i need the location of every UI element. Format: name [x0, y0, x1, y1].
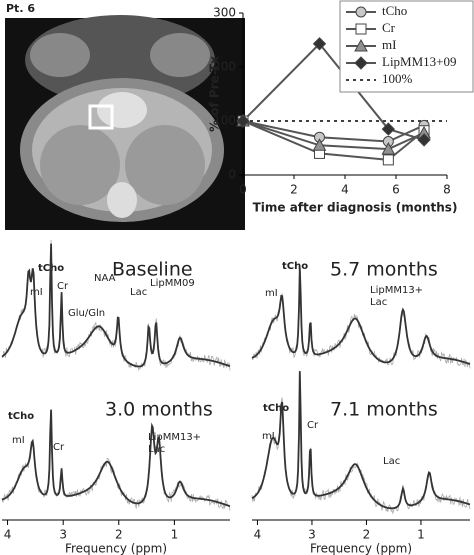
panel-label: Pt. 6 [6, 2, 35, 15]
spectrum-fit [251, 267, 471, 365]
peak-label: LipMM13+ [370, 285, 423, 296]
panel-title: Baseline [112, 259, 193, 281]
peak-label: mI [30, 287, 43, 298]
marker [312, 138, 327, 151]
x-tick-label: 4 [254, 528, 262, 542]
x-axis-label: Frequency (ppm) [310, 542, 412, 555]
panel-title: 5.7 months [330, 259, 438, 281]
legend-label: LipMM13+09 [382, 54, 457, 69]
spectrum-noise [1, 414, 231, 511]
marker [354, 38, 368, 52]
marker [236, 114, 250, 128]
x-tick-label: 2 [115, 528, 123, 542]
x-tick-label: 4 [341, 183, 349, 197]
x-tick-label: 8 [443, 183, 451, 197]
series-line [242, 120, 425, 161]
legend-label: mI [382, 37, 396, 52]
peak-label: Cr [57, 281, 69, 292]
peak-label: tCho [263, 403, 289, 414]
peak-label: Cr [307, 420, 319, 431]
spectrum-fit [1, 243, 231, 368]
peak-label: tCho [8, 411, 34, 422]
peak-label: Lac [383, 456, 400, 467]
y-tick-label: 0 [228, 168, 236, 182]
x-tick-label: 1 [171, 528, 179, 542]
peak-label: mI [12, 435, 25, 446]
x-tick-label: 3 [308, 528, 316, 542]
x-tick-label: 0 [239, 183, 247, 197]
series-line [242, 120, 425, 143]
series-line [242, 120, 425, 151]
legend-label: Cr [382, 20, 396, 35]
spectrum-fit [251, 371, 471, 510]
peak-label: Cr [53, 442, 65, 453]
marker [355, 6, 367, 18]
peak-label: LipMM09 [150, 278, 195, 289]
x-tick-label: 4 [4, 528, 12, 542]
peak-label: mI [262, 431, 275, 442]
marker [355, 23, 367, 35]
y-tick-label: 200 [213, 60, 236, 74]
peak-label: LipMM13+ [148, 432, 201, 443]
x-axis-label: Time after diagnosis (months) [253, 201, 458, 215]
marker [381, 142, 396, 155]
peak-label: Lac [370, 297, 387, 308]
x-tick-label: 6 [392, 183, 400, 197]
peak-label: Glu/Gln [68, 308, 105, 319]
marker [382, 154, 394, 166]
marker [312, 37, 327, 51]
peak-label: mI [265, 288, 278, 299]
panel-title: 3.0 months [105, 399, 213, 421]
spectrum-fit [1, 409, 231, 508]
x-tick-label: 3 [59, 528, 67, 542]
marker [417, 133, 431, 147]
peak-label: NAA [94, 273, 116, 284]
y-axis-label: % of Pre-Tx [208, 56, 222, 132]
peak-label: tCho [282, 261, 308, 272]
legend-label: tCho [382, 3, 407, 18]
marker [354, 56, 368, 70]
x-tick-label: 2 [290, 183, 298, 197]
marker [381, 122, 396, 136]
panel-title: 7.1 months [330, 399, 438, 421]
x-tick-label: 1 [417, 528, 425, 542]
legend-label: 100% [382, 71, 413, 86]
peak-label: Lac [130, 287, 147, 298]
mri-image [5, 15, 245, 230]
y-tick-label: 300 [213, 6, 236, 20]
y-tick-label: 100 [213, 114, 236, 128]
x-axis-label: Frequency (ppm) [65, 542, 167, 555]
x-tick-label: 2 [363, 528, 371, 542]
